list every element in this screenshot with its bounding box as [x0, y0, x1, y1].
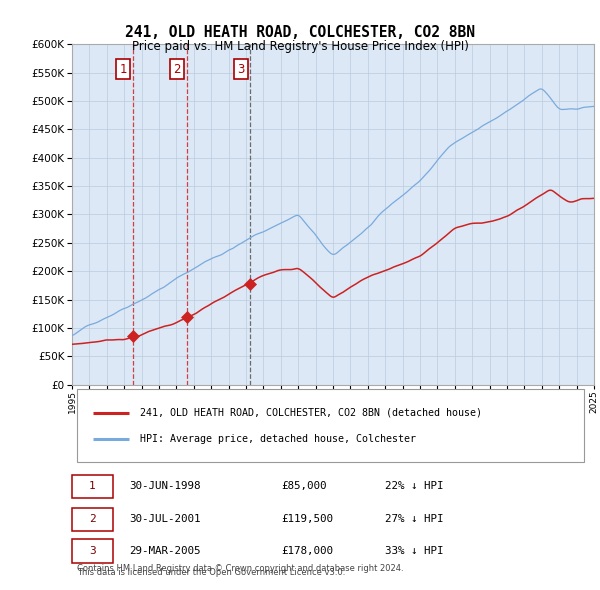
FancyBboxPatch shape — [77, 389, 584, 462]
Text: 30-JUN-1998: 30-JUN-1998 — [130, 481, 201, 491]
Text: 1: 1 — [119, 63, 127, 76]
Text: £85,000: £85,000 — [281, 481, 326, 491]
Text: 29-MAR-2005: 29-MAR-2005 — [130, 546, 201, 556]
Text: 241, OLD HEATH ROAD, COLCHESTER, CO2 8BN (detached house): 241, OLD HEATH ROAD, COLCHESTER, CO2 8BN… — [140, 408, 482, 418]
FancyBboxPatch shape — [72, 507, 113, 531]
Text: 241, OLD HEATH ROAD, COLCHESTER, CO2 8BN: 241, OLD HEATH ROAD, COLCHESTER, CO2 8BN — [125, 25, 475, 40]
Text: £178,000: £178,000 — [281, 546, 333, 556]
Text: 2: 2 — [89, 514, 96, 524]
Text: £119,500: £119,500 — [281, 514, 333, 524]
Text: 33% ↓ HPI: 33% ↓ HPI — [385, 546, 444, 556]
Text: Price paid vs. HM Land Registry's House Price Index (HPI): Price paid vs. HM Land Registry's House … — [131, 40, 469, 53]
FancyBboxPatch shape — [72, 539, 113, 563]
Text: 2: 2 — [173, 63, 181, 76]
Text: 3: 3 — [89, 546, 96, 556]
Text: 1: 1 — [89, 481, 96, 491]
Text: 22% ↓ HPI: 22% ↓ HPI — [385, 481, 444, 491]
Text: 3: 3 — [237, 63, 244, 76]
Text: This data is licensed under the Open Government Licence v3.0.: This data is licensed under the Open Gov… — [77, 568, 346, 577]
Text: Contains HM Land Registry data © Crown copyright and database right 2024.: Contains HM Land Registry data © Crown c… — [77, 565, 404, 573]
Text: 30-JUL-2001: 30-JUL-2001 — [130, 514, 201, 524]
Text: HPI: Average price, detached house, Colchester: HPI: Average price, detached house, Colc… — [140, 434, 416, 444]
Text: 27% ↓ HPI: 27% ↓ HPI — [385, 514, 444, 524]
FancyBboxPatch shape — [72, 474, 113, 498]
